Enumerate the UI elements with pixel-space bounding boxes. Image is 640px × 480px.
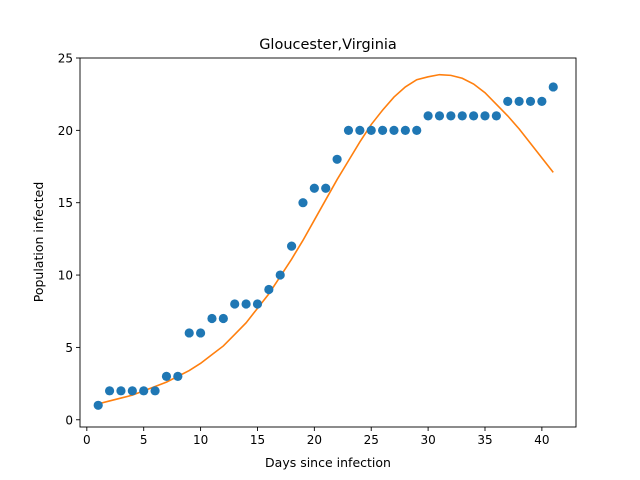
data-point: [378, 125, 388, 135]
y-tick-label: 25: [58, 52, 73, 66]
data-point: [389, 125, 399, 135]
data-point: [548, 82, 558, 92]
fit-line: [98, 73, 554, 405]
data-point: [184, 328, 194, 338]
x-tick-label: 40: [534, 433, 549, 447]
data-point: [423, 111, 433, 121]
data-point: [173, 371, 183, 381]
y-tick-label: 20: [58, 124, 73, 138]
data-point: [366, 125, 376, 135]
data-point: [503, 96, 513, 107]
data-point: [480, 111, 490, 121]
data-point: [355, 125, 365, 135]
data-point: [457, 111, 467, 121]
axes-frame: [79, 57, 577, 428]
data-point: [514, 96, 524, 107]
data-point: [434, 111, 445, 121]
data-point: [309, 183, 319, 193]
data-point: [332, 154, 342, 164]
data-point: [525, 96, 536, 107]
data-point: [491, 111, 501, 121]
x-axis-label: Days since infection: [265, 455, 391, 470]
data-point: [127, 386, 137, 396]
data-point: [218, 313, 228, 324]
data-point: [93, 400, 103, 410]
data-point: [264, 284, 274, 295]
data-point: [104, 386, 115, 396]
x-tick-label: 10: [193, 433, 208, 447]
x-tick-label: 35: [477, 433, 492, 447]
data-point: [139, 386, 149, 396]
data-point: [207, 313, 217, 324]
axes: 0 5 10 15 20 25 30 35 40 0 5 10 15 20 25: [58, 52, 577, 447]
data-point: [230, 299, 240, 309]
x-tick-label: 15: [250, 433, 265, 447]
data-point: [446, 111, 456, 121]
chart-title: Gloucester,Virginia: [259, 37, 397, 53]
data-point: [161, 371, 172, 381]
x-tick-label: 5: [140, 433, 148, 447]
y-tick-label: 10: [58, 269, 73, 283]
data-point: [116, 386, 126, 396]
y-tick-label: 5: [65, 341, 73, 355]
x-tick-label: 0: [83, 433, 91, 447]
x-tick-label: 30: [420, 433, 435, 447]
data-point: [321, 183, 331, 193]
y-axis-label: Population infected: [31, 182, 46, 303]
data-point: [241, 299, 251, 309]
data-point: [343, 125, 354, 135]
data-point: [252, 299, 263, 309]
plot-area: [93, 73, 558, 410]
data-point: [195, 328, 206, 338]
y-tick-label: 0: [65, 413, 73, 427]
data-point: [275, 270, 285, 280]
data-point: [469, 111, 479, 121]
data-point: [400, 125, 410, 135]
data-point: [150, 386, 160, 396]
data-point: [412, 125, 422, 135]
data-point: [537, 96, 547, 107]
data-point: [286, 241, 297, 251]
x-tick-label: 25: [364, 433, 379, 447]
data-point: [298, 198, 308, 208]
x-tick-label: 20: [307, 433, 322, 447]
y-tick-label: 15: [58, 196, 73, 210]
